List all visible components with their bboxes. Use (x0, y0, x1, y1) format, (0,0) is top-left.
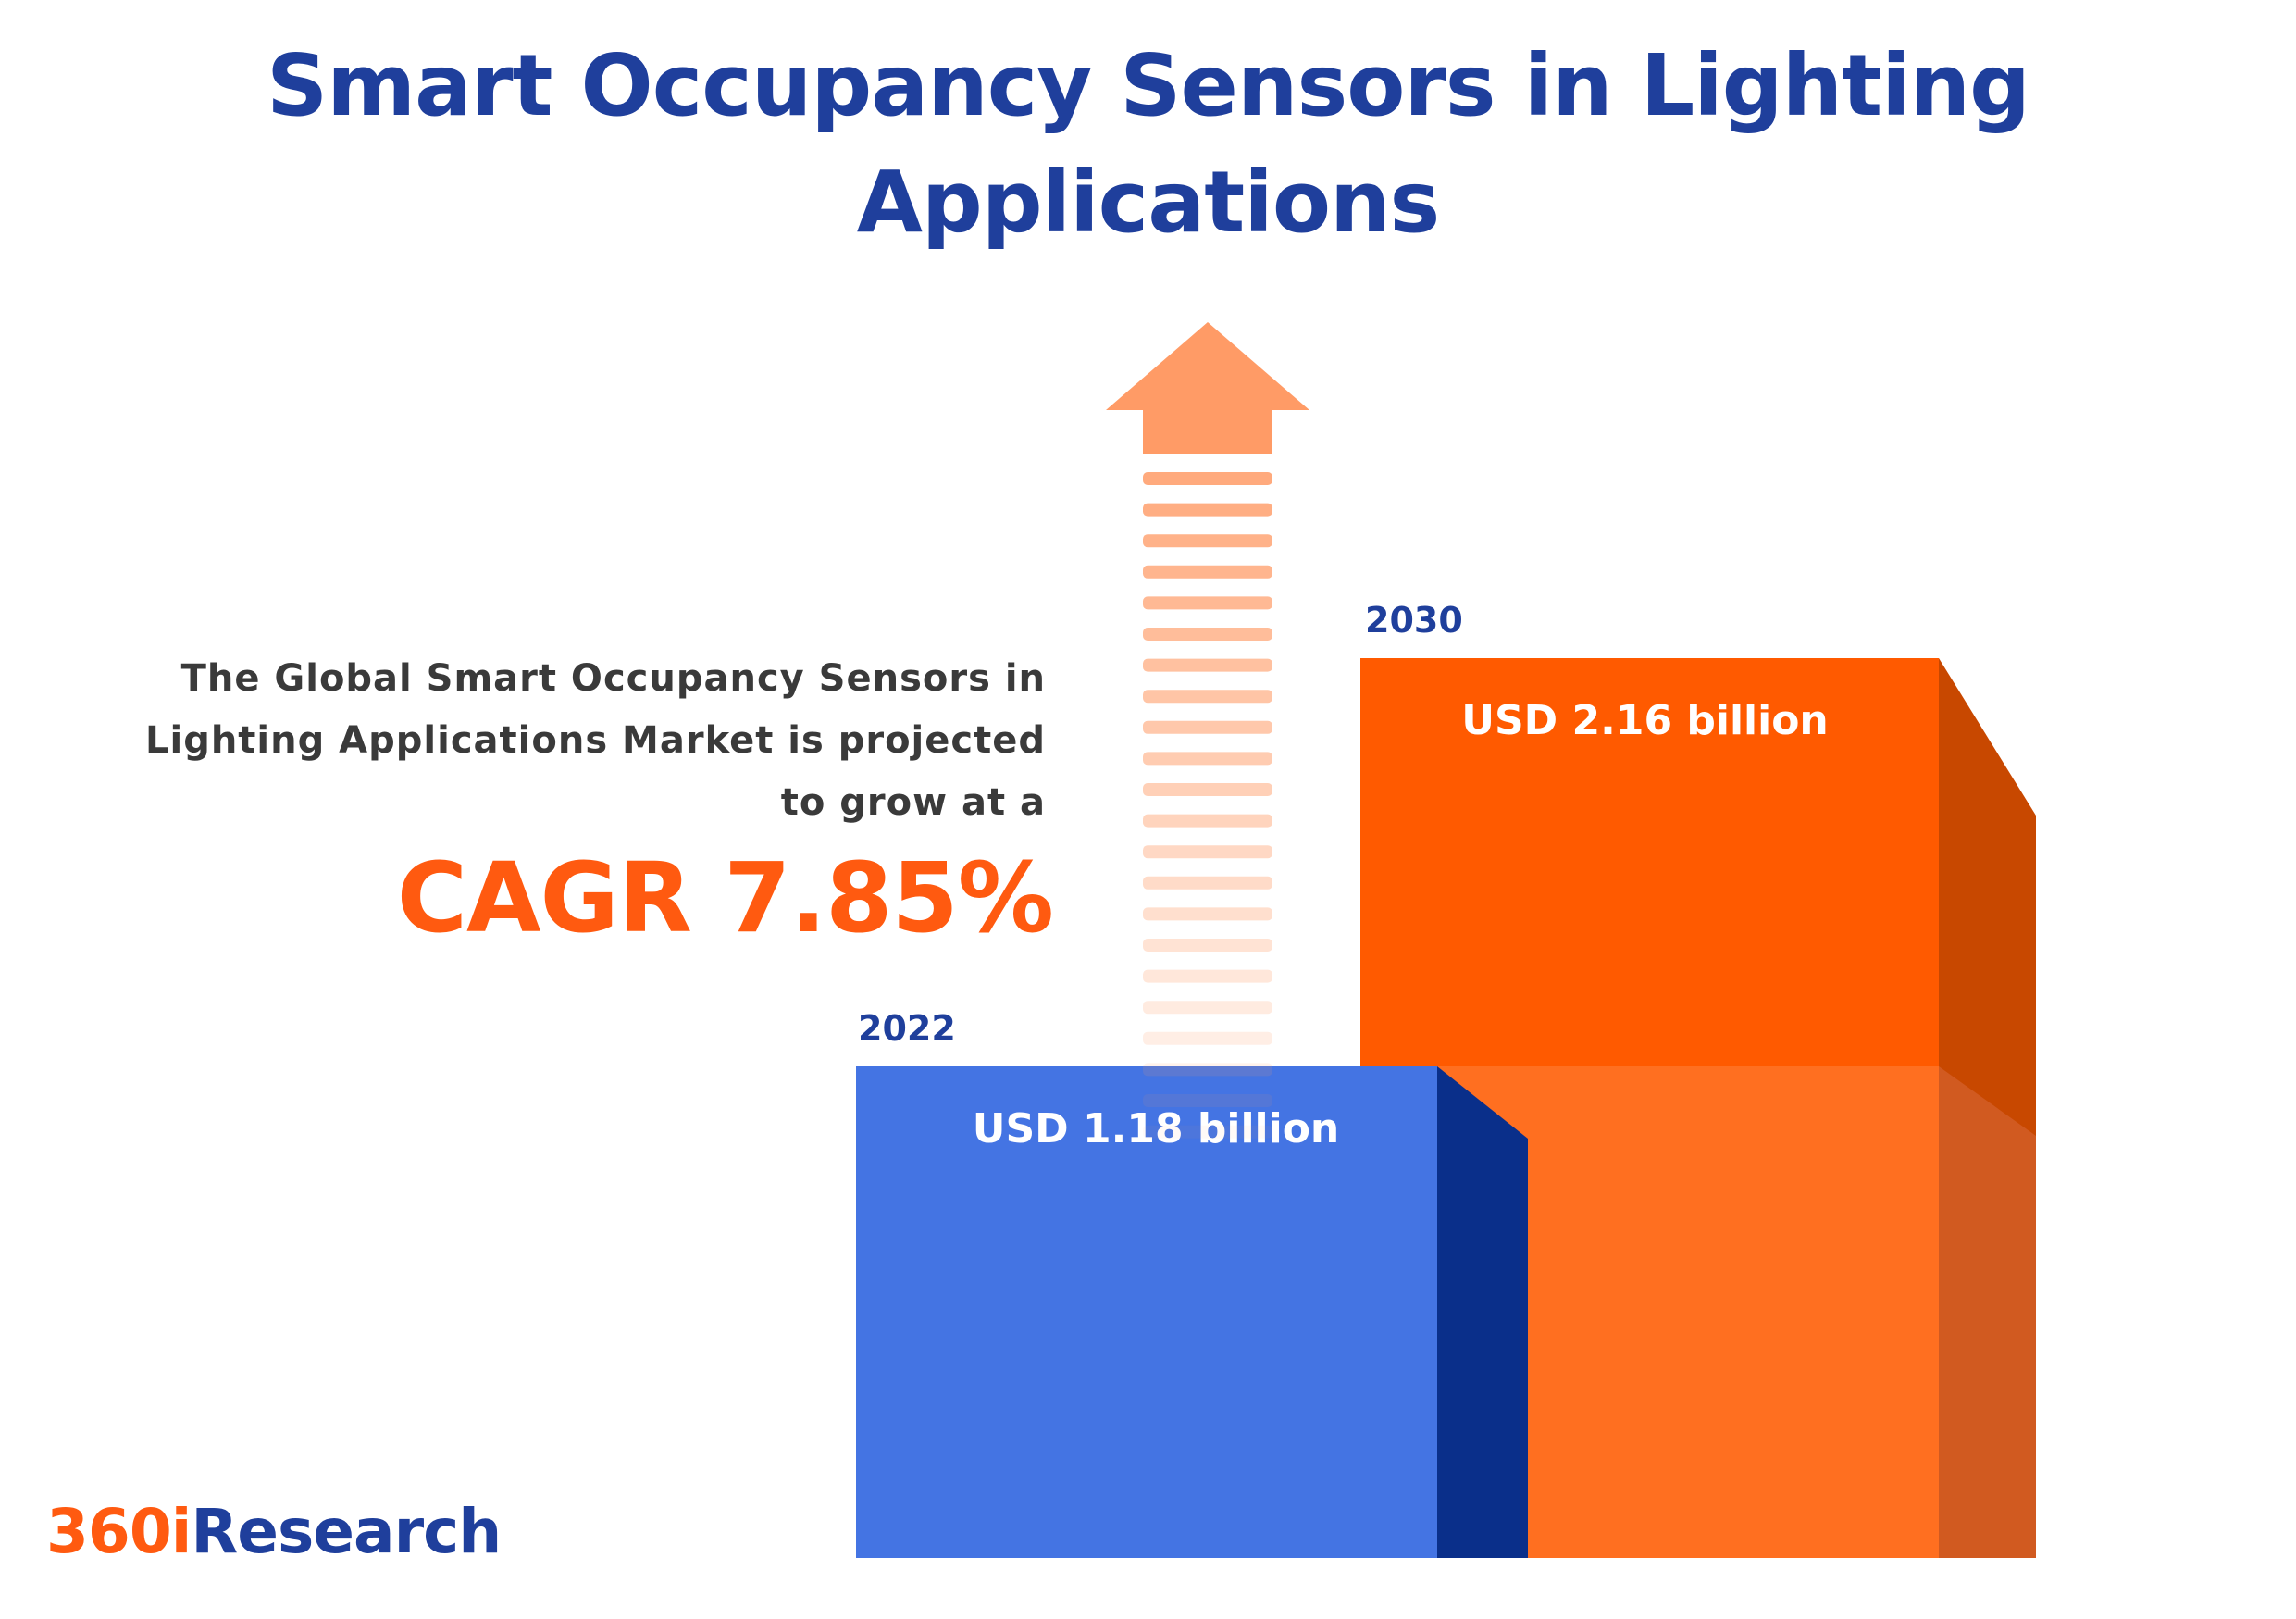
logo-part-1: 360i (46, 1496, 192, 1567)
category-label-2030: 2030 (1365, 600, 1463, 641)
value-label-2030: USD 2.16 billion (1461, 697, 1829, 744)
description-line-2: Lighting Applications Market is projecte… (145, 719, 1046, 762)
growth-arrow-stripe (1143, 939, 1272, 952)
growth-arrow-stripe (1143, 876, 1272, 890)
growth-arrow-icon (1106, 322, 1309, 454)
bar-2030-lower-side (1939, 1066, 2036, 1558)
bar-2022 (856, 1066, 1437, 1558)
growth-arrow-stripe (1143, 1001, 1272, 1015)
brand-logo: 360iResearch (46, 1495, 502, 1569)
growth-arrow-stripe (1143, 907, 1272, 921)
growth-arrow-stripe (1143, 969, 1272, 983)
growth-arrow-stripe (1143, 1031, 1272, 1045)
growth-arrow-stripe (1143, 1125, 1272, 1139)
title-text: Smart Occupancy Sensors in Lighting Appl… (266, 36, 2030, 252)
growth-arrow-stripe (1143, 658, 1272, 672)
growth-arrow-stripe (1143, 845, 1272, 859)
growth-arrow-stripe (1143, 720, 1272, 734)
logo-part-2: Research (191, 1496, 502, 1567)
growth-arrow-stripe (1143, 472, 1272, 485)
growth-arrow-stripe (1143, 752, 1272, 766)
growth-arrow-stripe (1143, 1094, 1272, 1107)
market-description: The Global Smart Occupancy Sensors in Li… (19, 648, 1046, 834)
growth-arrow-stripe (1143, 1063, 1272, 1077)
growth-arrow-stripe (1143, 565, 1272, 579)
page-title: Smart Occupancy Sensors in Lighting Appl… (0, 28, 2296, 261)
description-line-3: to grow at a (780, 781, 1046, 824)
growth-arrow-stripe (1143, 690, 1272, 704)
growth-arrow-stripe (1143, 596, 1272, 610)
description-line-1: The Global Smart Occupancy Sensors in (180, 657, 1046, 700)
growth-arrow-stripe (1143, 814, 1272, 828)
growth-arrow-stripe (1143, 534, 1272, 548)
growth-arrow-stripe (1143, 503, 1272, 517)
cagr-value: CAGR 7.85% (396, 841, 1054, 954)
category-label-2022: 2022 (858, 1008, 956, 1049)
value-label-2022: USD 1.18 billion (973, 1105, 1340, 1152)
bar-2022-side (1437, 1066, 1528, 1558)
growth-arrow-stripe (1143, 628, 1272, 641)
growth-arrow-stripe (1143, 783, 1272, 796)
